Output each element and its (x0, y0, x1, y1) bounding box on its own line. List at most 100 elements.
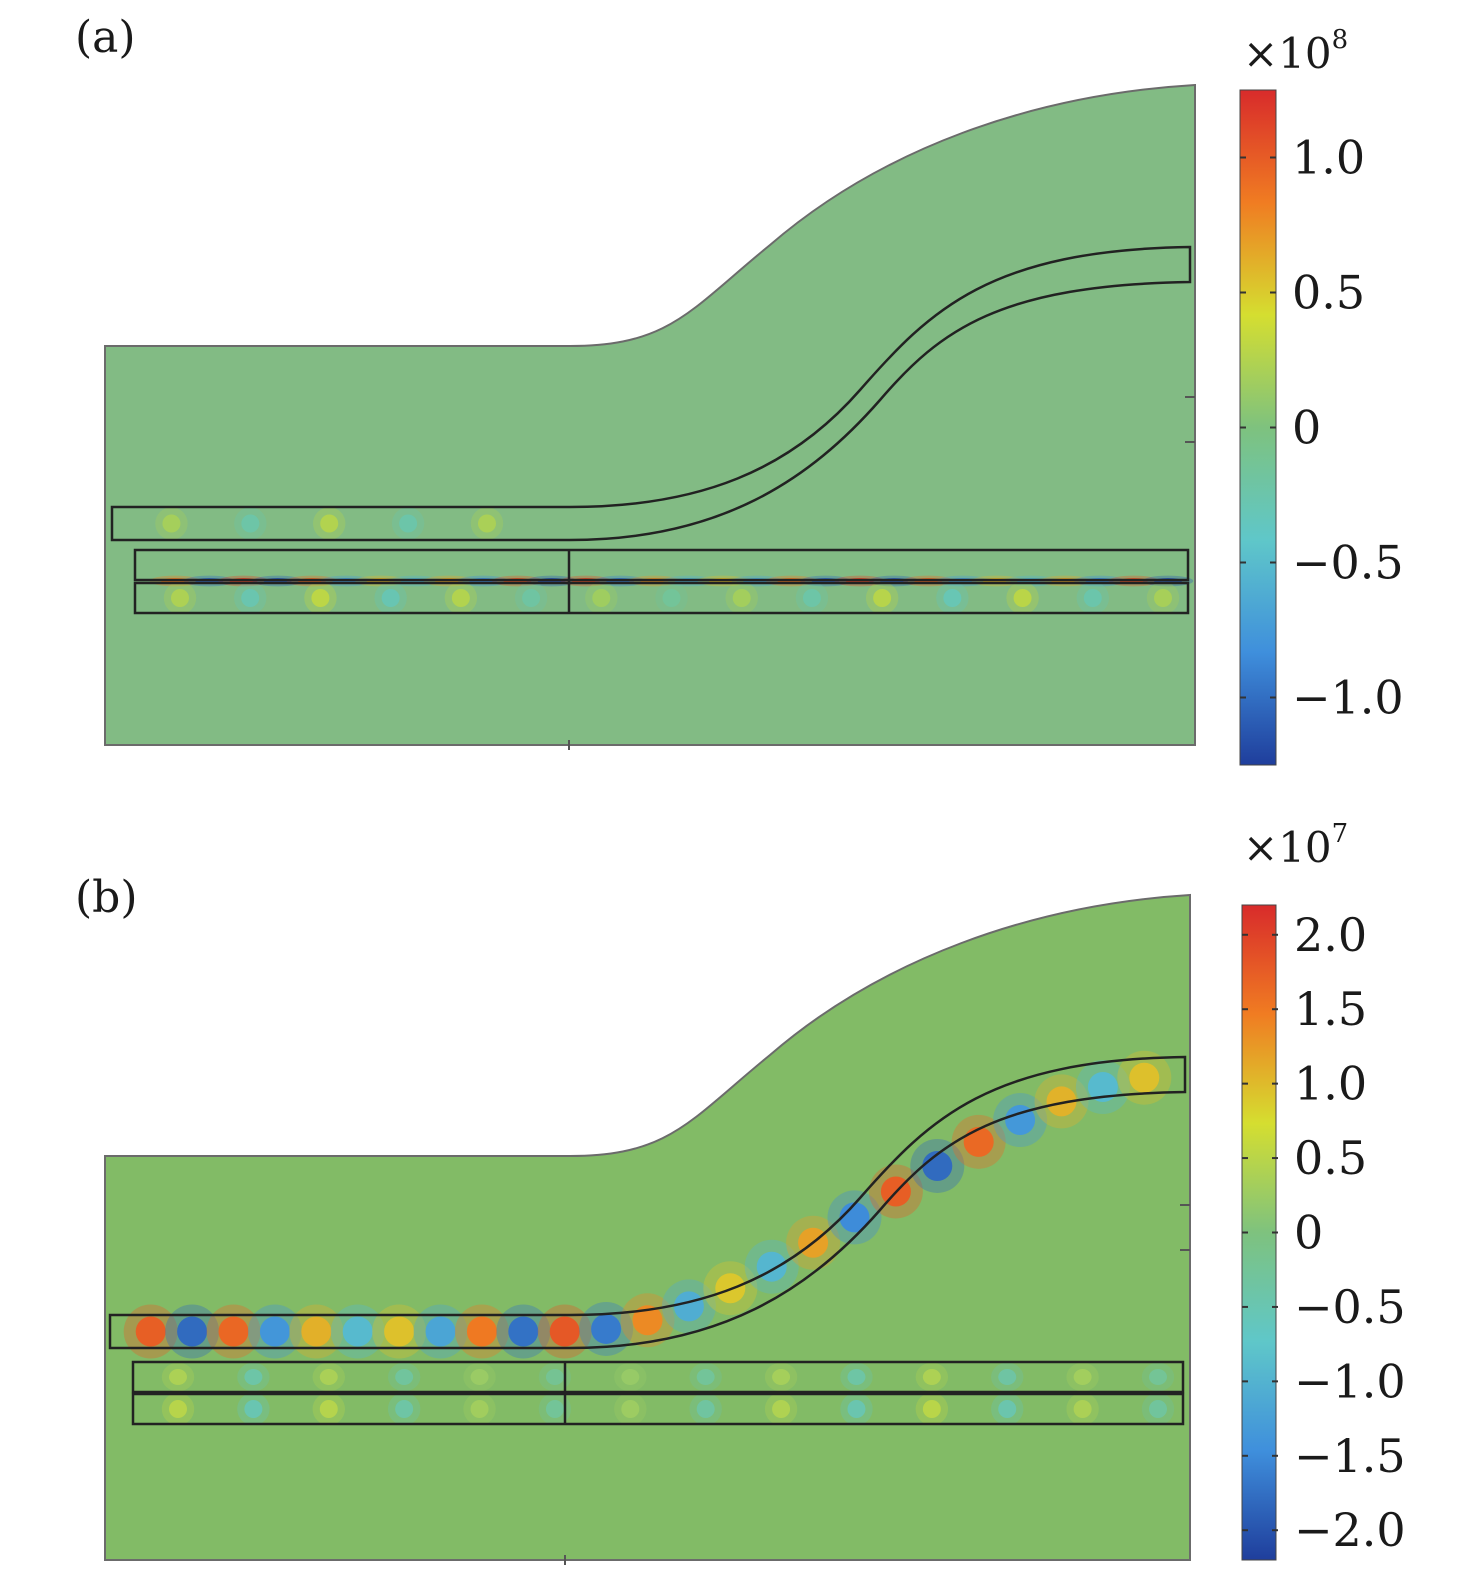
field-lobe (1149, 1369, 1167, 1385)
field-lobe (922, 1400, 941, 1418)
field-lobe (732, 589, 751, 607)
colorbar-tick-label: −0.5 (1292, 536, 1404, 590)
colorbar-tick-label: −0.5 (1294, 1280, 1406, 1334)
field-lobe (1073, 1369, 1092, 1385)
field-lobe (451, 589, 470, 607)
field-lobe (998, 1369, 1017, 1385)
field-lobe (545, 1369, 564, 1385)
field-lobe (319, 1369, 338, 1385)
field-lobe (772, 1369, 791, 1385)
field-lobe (545, 1400, 564, 1418)
field-lobe (470, 1369, 489, 1385)
field-lobe (311, 589, 330, 607)
field-lobe (399, 514, 418, 533)
field-lobe (1073, 1400, 1092, 1418)
s-bend-waveguide-a (110, 245, 1192, 542)
colorbar-tick-label: 1.0 (1292, 131, 1365, 185)
field-lobe (943, 589, 962, 607)
field-lobe (1013, 589, 1032, 607)
field-lobe (839, 1202, 870, 1233)
field-lobe (621, 1400, 640, 1418)
field-lobe (384, 1316, 415, 1347)
field-lobe (1087, 1072, 1118, 1103)
field-lobe (847, 1400, 866, 1418)
field-lobe (301, 1316, 332, 1347)
panel-label-a: (a) (75, 12, 136, 63)
colorbar-multiplier-b: ×107 (1243, 819, 1348, 872)
field-lobe (549, 1316, 580, 1347)
panel-label-b: (b) (75, 872, 138, 923)
field-lobe (425, 1316, 456, 1347)
field-lobe (1129, 1062, 1160, 1093)
field-lobe (621, 1369, 640, 1385)
field-lobe (998, 1400, 1017, 1418)
field-lobe (922, 1150, 953, 1181)
straight-waveguide-top-a (133, 548, 1190, 582)
field-lobe (244, 1400, 263, 1418)
simulation-domain-b (104, 893, 1191, 1561)
field-lobe (477, 514, 496, 533)
colorbar-tick-label: −2.0 (1294, 1503, 1406, 1557)
field-lobe (381, 589, 400, 607)
field-map-panel-a: (a) ×108 1.0 0.5 0 −0.5 −1.0 (75, 12, 1404, 766)
colorbar-exponent-b: 7 (1332, 819, 1349, 849)
field-lobe (241, 514, 260, 533)
straight-waveguide-bottom-b (131, 1392, 1185, 1426)
field-lobe (508, 1316, 539, 1347)
field-lobe (395, 1400, 414, 1418)
field-lobe (756, 1251, 787, 1282)
field-lobe (466, 1316, 497, 1347)
field-lobe (673, 1291, 704, 1322)
field-lobe (1154, 589, 1172, 607)
field-lobe (241, 589, 260, 607)
field-lobe (169, 1369, 187, 1385)
field-lobe (162, 514, 181, 533)
colorbar-tick-label: 0.5 (1292, 266, 1365, 320)
field-lobe (177, 1316, 208, 1347)
straight-waveguide-top-b (131, 1360, 1185, 1394)
colorbar-tick-label: −1.0 (1294, 1354, 1406, 1408)
s-bend-waveguide-b (108, 1055, 1187, 1350)
field-lobe (632, 1305, 663, 1336)
field-lobe (592, 589, 611, 607)
field-lobe (169, 1400, 187, 1418)
field-lobe (319, 1400, 338, 1418)
field-map-panel-b: (b) ×107 2.0 1.5 1.0 0.5 0 −0.5 −1.0 −1.5 −2.0 (75, 819, 1406, 1565)
field-lobe (662, 589, 681, 607)
field-lobe (847, 1369, 866, 1385)
field-lobe (342, 1316, 373, 1347)
colorbar-ticks-a: 1.0 0.5 0 −0.5 −1.0 (1240, 131, 1404, 725)
colorbar-multiplier-a: ×108 (1243, 25, 1348, 78)
colorbar-tick-label: 0.5 (1294, 1131, 1367, 1185)
colorbar-tick-label: −1.0 (1292, 671, 1404, 725)
field-lobe (1005, 1105, 1036, 1136)
field-lobe (696, 1400, 715, 1418)
colorbar-exponent-a: 8 (1332, 25, 1349, 55)
field-pattern-b (123, 1050, 1175, 1426)
colorbar-tick-label: −1.5 (1294, 1429, 1406, 1483)
field-lobe (395, 1369, 414, 1385)
field-lobe (1083, 589, 1102, 607)
simulation-domain-a (104, 83, 1196, 746)
colorbar-tick-label: 0 (1292, 401, 1321, 455)
straight-waveguide-bottom-a (133, 581, 1190, 615)
colorbar-tick-label: 1.5 (1294, 982, 1367, 1036)
colorbar-multiplier-text-a: ×10 (1243, 29, 1332, 78)
field-lobe (320, 514, 339, 533)
field-lobe (1149, 1400, 1167, 1418)
colorbar-multiplier-text-b: ×10 (1243, 823, 1332, 872)
field-lobe (135, 1316, 166, 1347)
colorbar-tick-label: 0 (1294, 1206, 1323, 1260)
field-lobe (696, 1369, 715, 1385)
colorbar-tick-label: 2.0 (1294, 908, 1367, 962)
field-lobe (259, 1316, 290, 1347)
field-lobe (218, 1316, 249, 1347)
field-lobe (802, 589, 821, 607)
colorbar-ticks-b: 2.0 1.5 1.0 0.5 0 −0.5 −1.0 −1.5 −2.0 (1242, 908, 1406, 1557)
colorbar-tick-label: 1.0 (1294, 1057, 1367, 1111)
field-lobe (470, 1400, 489, 1418)
field-lobe (244, 1369, 263, 1385)
field-lobe (963, 1126, 994, 1157)
field-lobe (1046, 1086, 1077, 1117)
field-lobe (772, 1400, 791, 1418)
